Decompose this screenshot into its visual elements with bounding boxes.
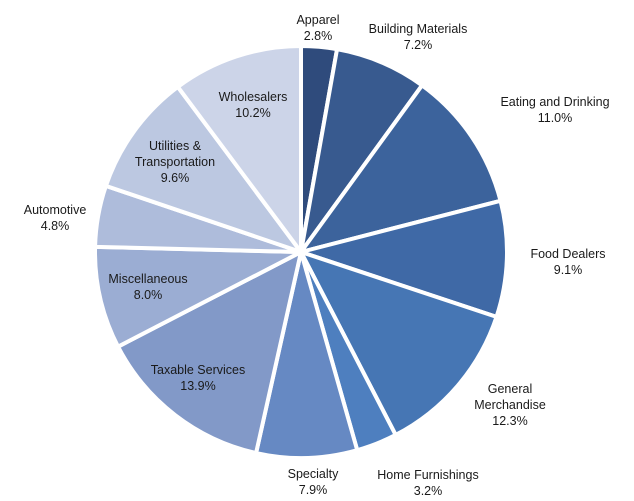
category-label: Eating and Drinking xyxy=(500,95,610,109)
value-label: 7.2% xyxy=(403,38,433,52)
pie-slice xyxy=(116,250,303,456)
category-label: Automotive xyxy=(23,203,87,217)
slice-label: Eating and Drinking 11.0% xyxy=(485,94,625,126)
value-label: 12.3% xyxy=(492,414,528,428)
category-label: Taxable Services xyxy=(150,363,246,377)
slice-label: Utilities & Transportation 9.6% xyxy=(120,138,230,186)
slice-label: Apparel 2.8% xyxy=(273,12,363,44)
value-label: 10.2% xyxy=(235,106,271,120)
pie-slice xyxy=(299,250,499,437)
category-label: Wholesalers xyxy=(218,90,288,104)
category-label: Utilities & Transportation xyxy=(134,139,216,169)
slice-label: Building Materials 7.2% xyxy=(353,21,483,53)
slice-label: General Merchandise 12.3% xyxy=(460,381,560,429)
pie-slice xyxy=(93,244,303,349)
slice-label: Food Dealers 9.1% xyxy=(513,246,623,278)
value-label: 9.6% xyxy=(160,171,190,185)
slice-label: Specialty 7.9% xyxy=(263,466,363,498)
category-label: Food Dealers xyxy=(530,247,606,261)
slice-label: Wholesalers 10.2% xyxy=(203,89,303,121)
slice-label: Home Furnishings 3.2% xyxy=(363,467,493,499)
slice-label: Automotive 4.8% xyxy=(10,202,100,234)
category-label: General Merchandise xyxy=(474,382,546,412)
slice-label: Taxable Services 13.9% xyxy=(133,362,263,394)
pie-slice xyxy=(175,44,303,254)
value-label: 3.2% xyxy=(413,484,443,498)
pie-slice xyxy=(299,198,509,319)
value-label: 8.0% xyxy=(133,288,163,302)
value-label: 9.1% xyxy=(553,263,583,277)
slice-label: Miscellaneous 8.0% xyxy=(93,271,203,303)
category-label: Home Furnishings xyxy=(377,468,479,482)
category-label: Miscellaneous xyxy=(108,272,188,286)
value-label: 2.8% xyxy=(303,29,333,43)
value-label: 13.9% xyxy=(180,379,216,393)
value-label: 11.0% xyxy=(537,111,573,125)
value-label: 4.8% xyxy=(40,219,70,233)
pie-slice xyxy=(299,83,503,254)
value-label: 7.9% xyxy=(298,483,328,497)
category-label: Apparel xyxy=(296,13,340,27)
category-label: Building Materials xyxy=(368,22,468,36)
pie-slice xyxy=(103,84,303,254)
category-label: Specialty xyxy=(287,467,339,481)
